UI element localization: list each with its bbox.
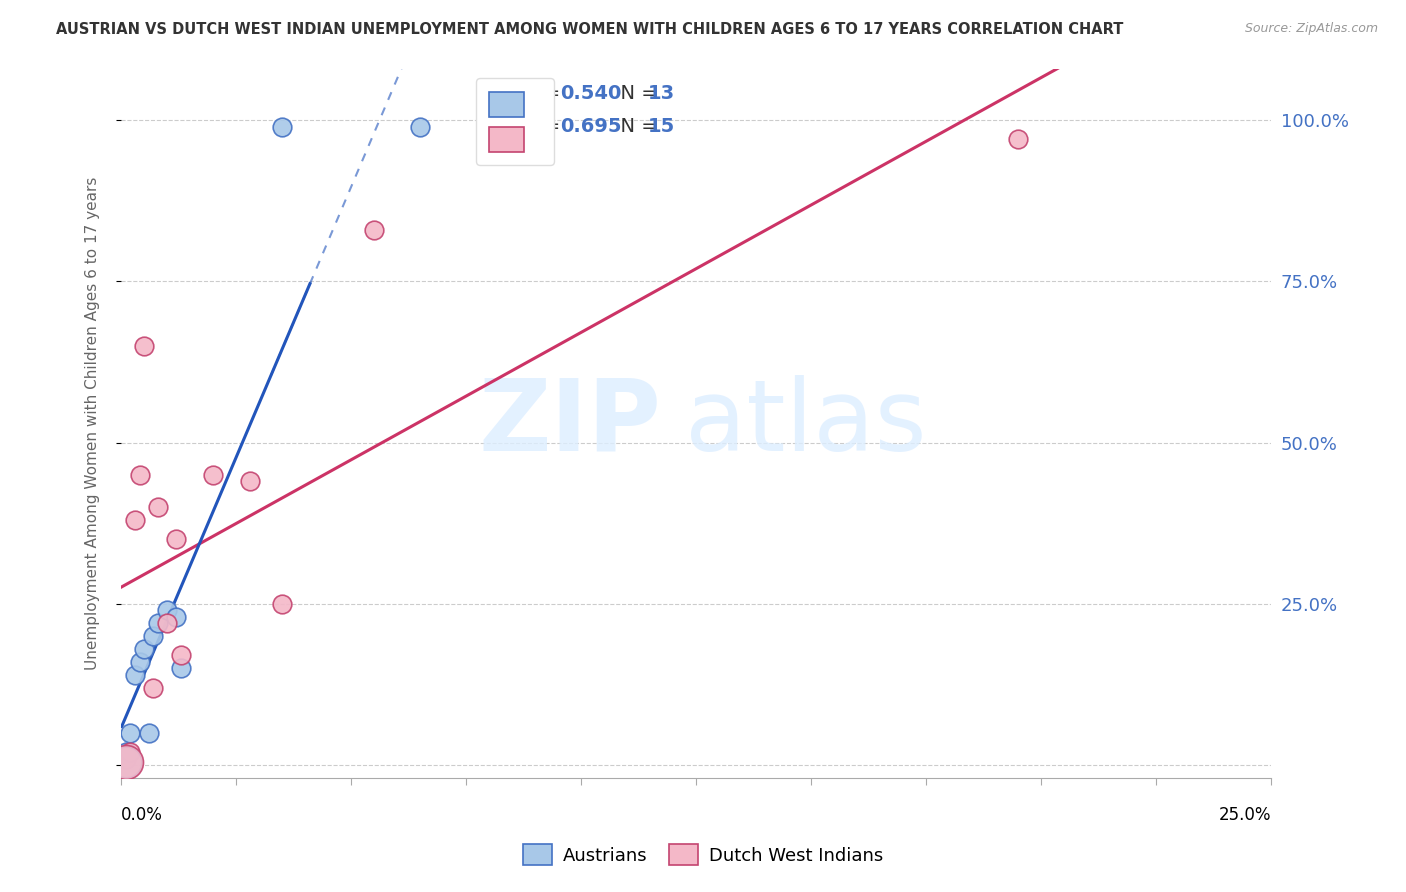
Point	[170, 648, 193, 663]
Point	[134, 339, 156, 353]
Point	[142, 629, 165, 643]
Point	[114, 755, 136, 769]
Point	[202, 467, 225, 482]
Text: N =: N =	[607, 117, 664, 136]
Point	[114, 755, 136, 769]
Point	[124, 668, 146, 682]
Point	[1007, 132, 1029, 146]
Point	[170, 661, 193, 675]
Text: ZIP: ZIP	[478, 375, 662, 472]
Point	[124, 513, 146, 527]
Text: 13: 13	[648, 84, 675, 103]
Text: atlas: atlas	[685, 375, 927, 472]
Legend: , : ,	[475, 78, 554, 165]
Point	[120, 726, 142, 740]
Legend: Austrians, Dutch West Indians: Austrians, Dutch West Indians	[515, 835, 891, 874]
Text: 0.695: 0.695	[561, 117, 621, 136]
Text: 0.0%: 0.0%	[121, 806, 163, 824]
Point	[114, 745, 136, 759]
Point	[271, 597, 294, 611]
Point	[114, 752, 136, 766]
Point	[271, 120, 294, 134]
Text: 25.0%: 25.0%	[1219, 806, 1271, 824]
Y-axis label: Unemployment Among Women with Children Ages 6 to 17 years: Unemployment Among Women with Children A…	[86, 177, 100, 670]
Point	[138, 726, 160, 740]
Text: N =: N =	[607, 84, 664, 103]
Text: AUSTRIAN VS DUTCH WEST INDIAN UNEMPLOYMENT AMONG WOMEN WITH CHILDREN AGES 6 TO 1: AUSTRIAN VS DUTCH WEST INDIAN UNEMPLOYME…	[56, 22, 1123, 37]
Point	[120, 745, 142, 759]
Point	[363, 223, 385, 237]
Point	[134, 642, 156, 657]
Point	[165, 533, 187, 547]
Text: 0.540: 0.540	[561, 84, 621, 103]
Point	[128, 655, 150, 669]
Point	[146, 500, 169, 515]
Point	[239, 475, 262, 489]
Point	[409, 120, 432, 134]
Point	[156, 603, 179, 617]
Text: R =: R =	[523, 84, 567, 103]
Point	[142, 681, 165, 695]
Point	[156, 616, 179, 631]
Point	[146, 616, 169, 631]
Text: R =: R =	[523, 117, 567, 136]
Point	[128, 467, 150, 482]
Text: Source: ZipAtlas.com: Source: ZipAtlas.com	[1244, 22, 1378, 36]
Point	[165, 609, 187, 624]
Text: 15: 15	[648, 117, 675, 136]
